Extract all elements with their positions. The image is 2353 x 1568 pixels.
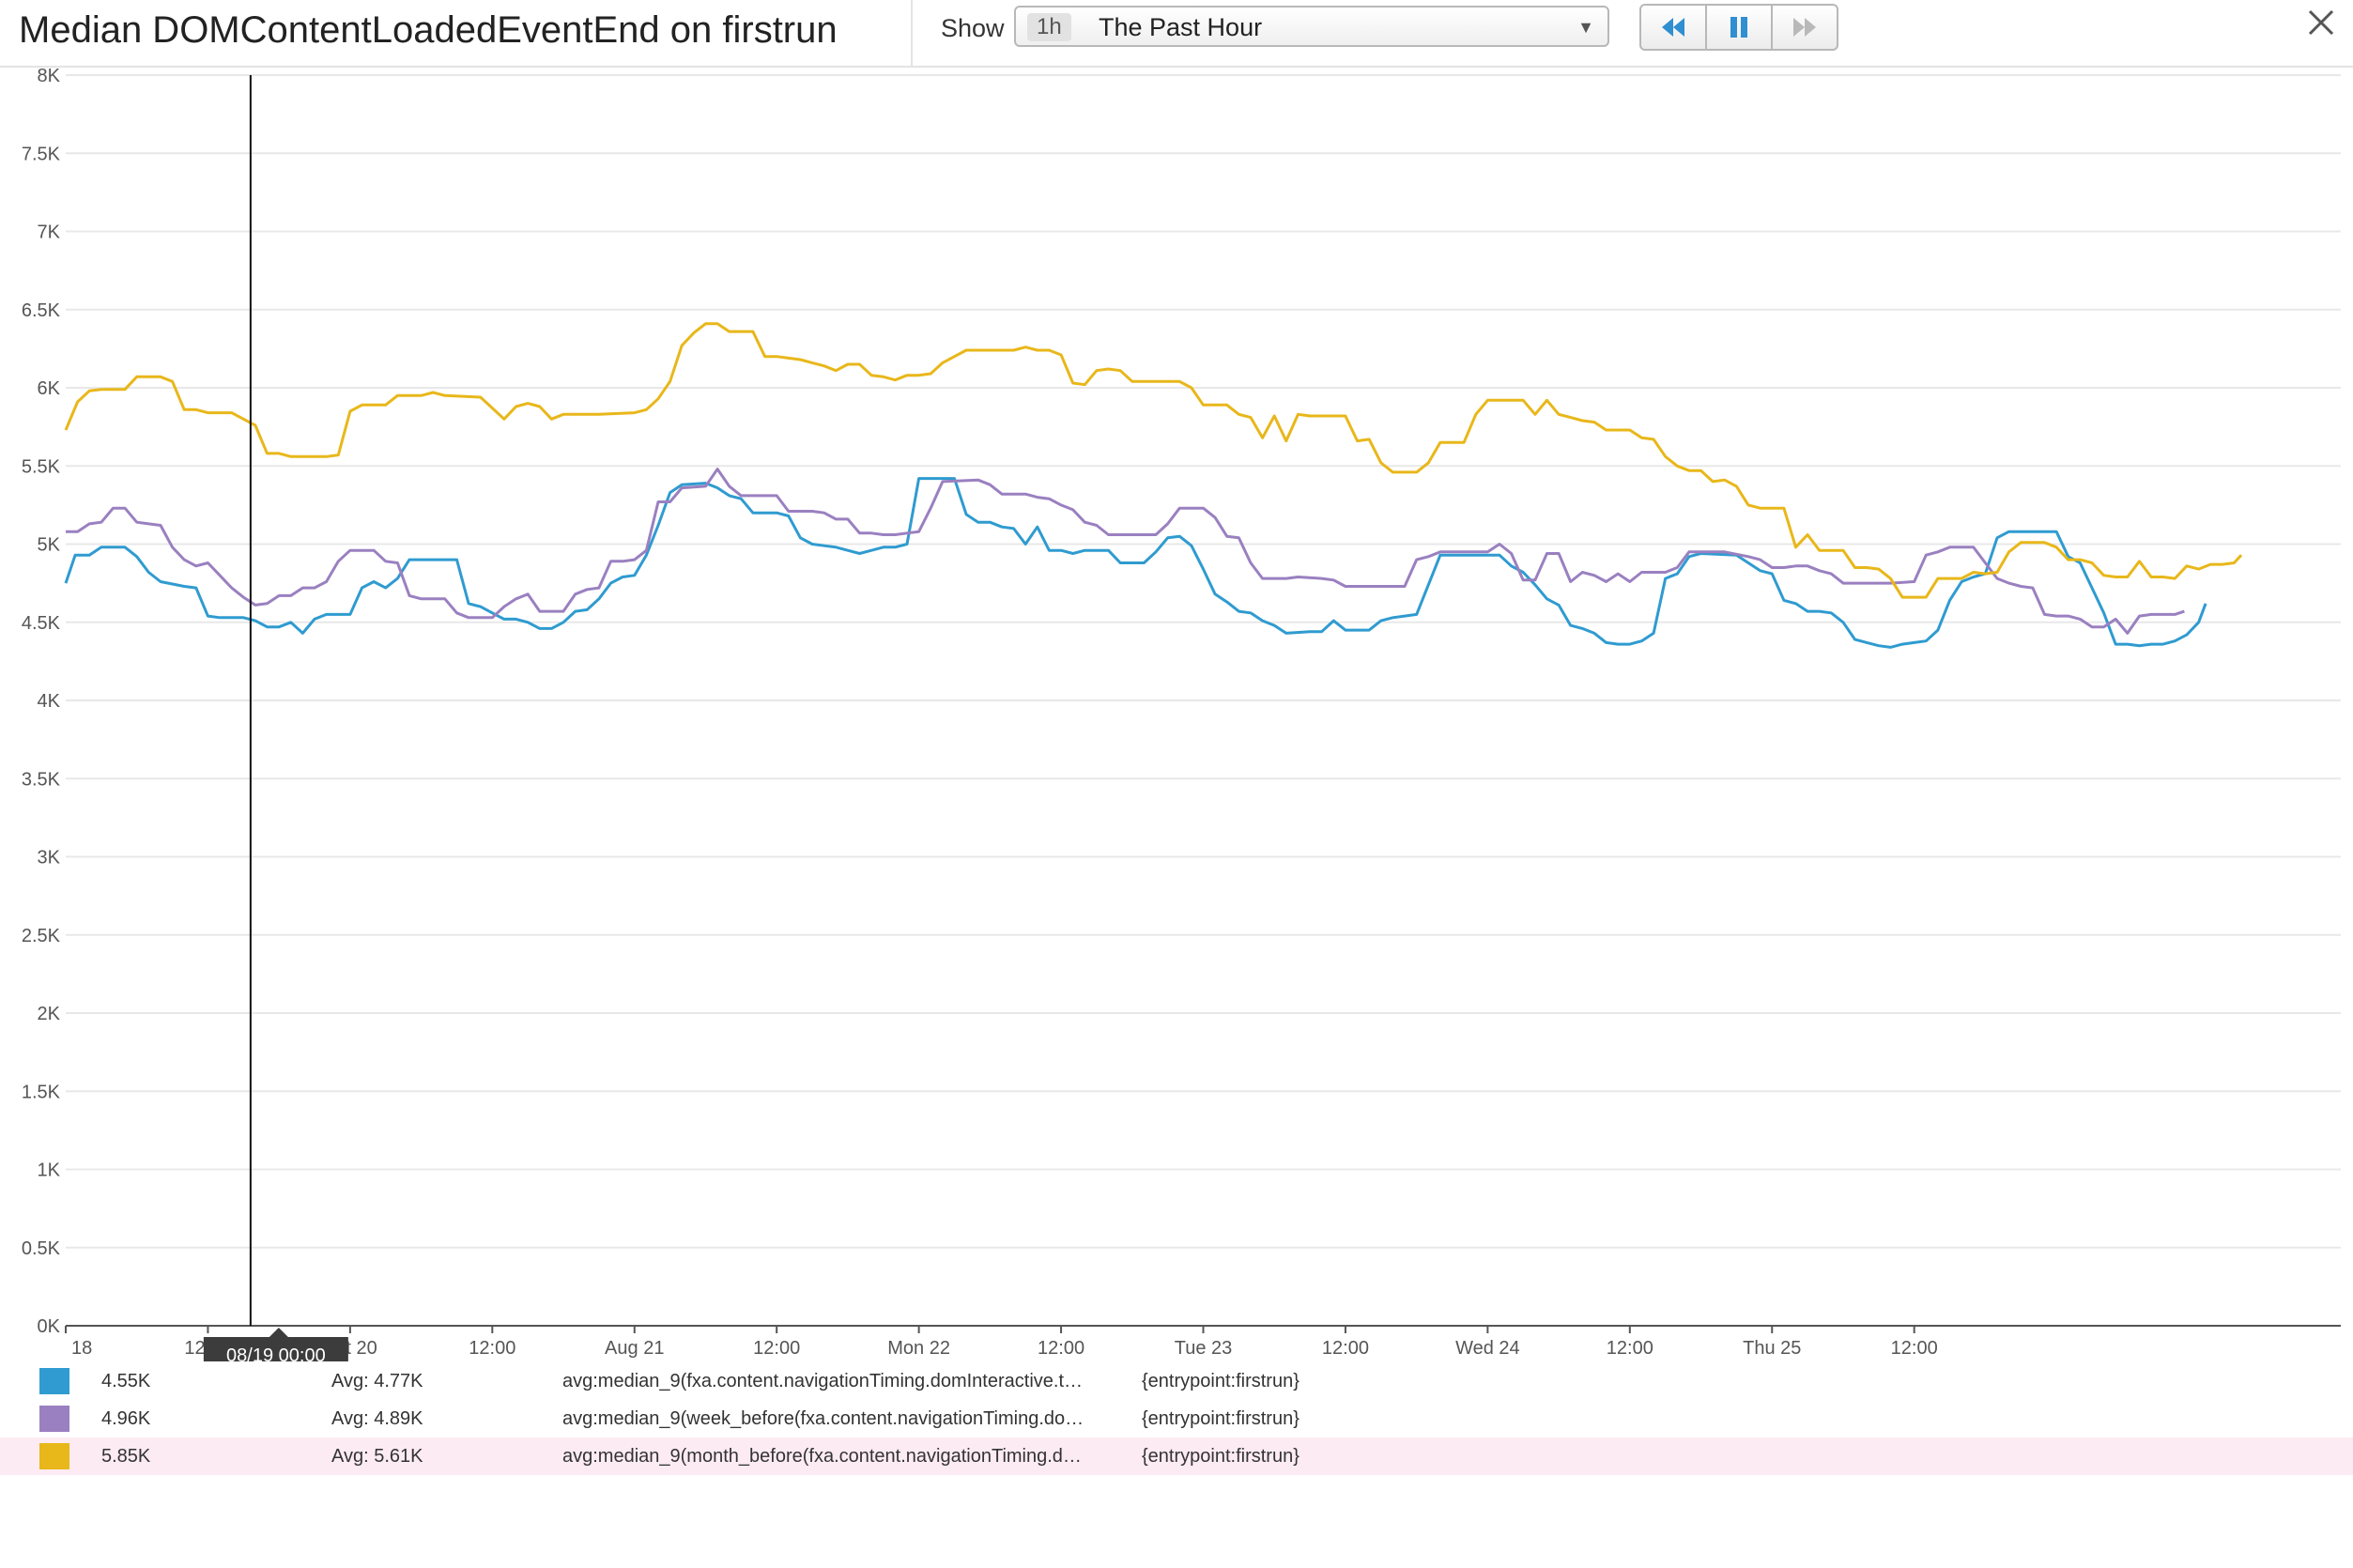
- x-tick-label: 12:00: [469, 1338, 515, 1359]
- crosshair-label-box: [203, 1337, 348, 1361]
- rewind-button[interactable]: [1639, 4, 1707, 51]
- legend-tags: {entrypoint:firstrun}: [1142, 1408, 1300, 1429]
- fast-forward-icon: [1793, 18, 1816, 37]
- x-tick-label: Thu 25: [1743, 1338, 1801, 1359]
- x-tick-label: Mon 22: [887, 1338, 950, 1359]
- x-tick-label: Tue 23: [1175, 1338, 1233, 1359]
- y-tick-label: 7K: [38, 223, 61, 243]
- x-tick-label: 12:00: [1607, 1338, 1653, 1359]
- legend-row[interactable]: 4.96K Avg: 4.89K avg:median_9(week_before(…: [0, 1400, 2353, 1437]
- close-button[interactable]: [2302, 4, 2340, 41]
- x-tick-label: 18: [71, 1338, 92, 1359]
- legend-swatch: [39, 1406, 69, 1432]
- y-tick-label: 6.5K: [22, 300, 61, 321]
- dropdown-caret-icon: ▼: [1577, 18, 1594, 37]
- y-tick-label: 5.5K: [22, 456, 61, 477]
- rewind-icon: [1662, 18, 1684, 37]
- series-line: [64, 322, 2243, 599]
- y-tick-label: 3.5K: [22, 769, 61, 790]
- legend-swatch: [39, 1368, 69, 1394]
- legend-query: avg:median_9(week_before(fxa.content.nav…: [562, 1408, 1084, 1429]
- pause-icon: [1730, 17, 1747, 38]
- legend-query: avg:median_9(month_before(fxa.content.na…: [562, 1446, 1082, 1467]
- y-tick-label: 8K: [38, 68, 61, 86]
- close-icon: [2308, 9, 2334, 36]
- x-tick-label: 12:00: [1891, 1338, 1938, 1359]
- y-tick-label: 5K: [38, 535, 61, 556]
- timeframe-select[interactable]: 1h The Past Hour ▼: [1014, 6, 1609, 47]
- graph-title: Median DOMContentLoadedEventEnd on first…: [19, 9, 838, 51]
- legend-tags: {entrypoint:firstrun}: [1142, 1371, 1300, 1391]
- y-tick-label: 2.5K: [22, 926, 61, 946]
- legend-row[interactable]: 4.55K Avg: 4.77K avg:median_9(fxa.content.…: [0, 1362, 2353, 1400]
- y-tick-label: 1.5K: [22, 1082, 61, 1102]
- y-tick-label: 6K: [38, 378, 61, 399]
- grid-lines: [66, 74, 2341, 1249]
- legend-query: avg:median_9(fxa.content.navigationTimin…: [562, 1371, 1083, 1391]
- crosshair-label-pointer: [269, 1328, 288, 1337]
- series-lines: [64, 322, 2243, 649]
- series-line: [66, 468, 2185, 635]
- y-tick-label: 0K: [38, 1316, 61, 1337]
- legend-average: Avg: 4.89K: [331, 1408, 423, 1429]
- x-tick-label: 12:00: [1038, 1338, 1084, 1359]
- y-tick-label: 0.5K: [22, 1238, 61, 1259]
- y-axis: 0K 0.5K 1K 1.5K 2K 2.5K 3K 3.5K 4K 4.5K 5K 5.5K 6K 6.…: [22, 68, 61, 1337]
- y-tick-label: 4K: [38, 691, 61, 712]
- legend-row[interactable]: 5.85K Avg: 5.61K avg:median_9(month_before…: [0, 1437, 2353, 1475]
- show-label: Show: [941, 14, 1005, 42]
- series-line: [64, 477, 2207, 649]
- header-divider: [911, 0, 913, 66]
- legend-average: Avg: 4.77K: [331, 1371, 423, 1391]
- y-tick-label: 1K: [38, 1161, 61, 1181]
- timeframe-value: The Past Hour: [1099, 13, 1263, 41]
- legend-value: 4.96K: [101, 1408, 151, 1429]
- legend-value: 5.85K: [101, 1446, 151, 1467]
- legend-swatch: [39, 1443, 69, 1469]
- pause-button[interactable]: [1705, 4, 1773, 51]
- y-tick-label: 2K: [38, 1004, 61, 1024]
- fast-forward-button[interactable]: [1771, 4, 1838, 51]
- timeseries-chart: 0K 0.5K 1K 1.5K 2K 2.5K 3K 3.5K 4K 4.5K 5K 5.5K 6K 6.…: [22, 68, 2341, 1361]
- x-tick-label: Wed 24: [1455, 1338, 1520, 1359]
- x-tick-label: 12:00: [753, 1338, 800, 1359]
- crosshair-label: 08/19 00:00: [226, 1345, 326, 1361]
- playback-controls: [1639, 4, 1838, 51]
- y-tick-label: 4.5K: [22, 613, 61, 634]
- y-tick-label: 3K: [38, 848, 61, 869]
- crosshair: 08/19 00:00: [203, 75, 348, 1361]
- legend-value: 4.55K: [101, 1371, 151, 1391]
- x-tick-label: Aug 21: [605, 1338, 664, 1359]
- graph-header: Median DOMContentLoadedEventEnd on first…: [0, 0, 2353, 68]
- timeframe-chip: 1h: [1027, 13, 1071, 41]
- legend-tags: {entrypoint:firstrun}: [1142, 1446, 1300, 1467]
- legend-average: Avg: 5.61K: [331, 1446, 423, 1467]
- y-tick-label: 7.5K: [22, 144, 61, 164]
- x-tick-label: 12:00: [1322, 1338, 1369, 1359]
